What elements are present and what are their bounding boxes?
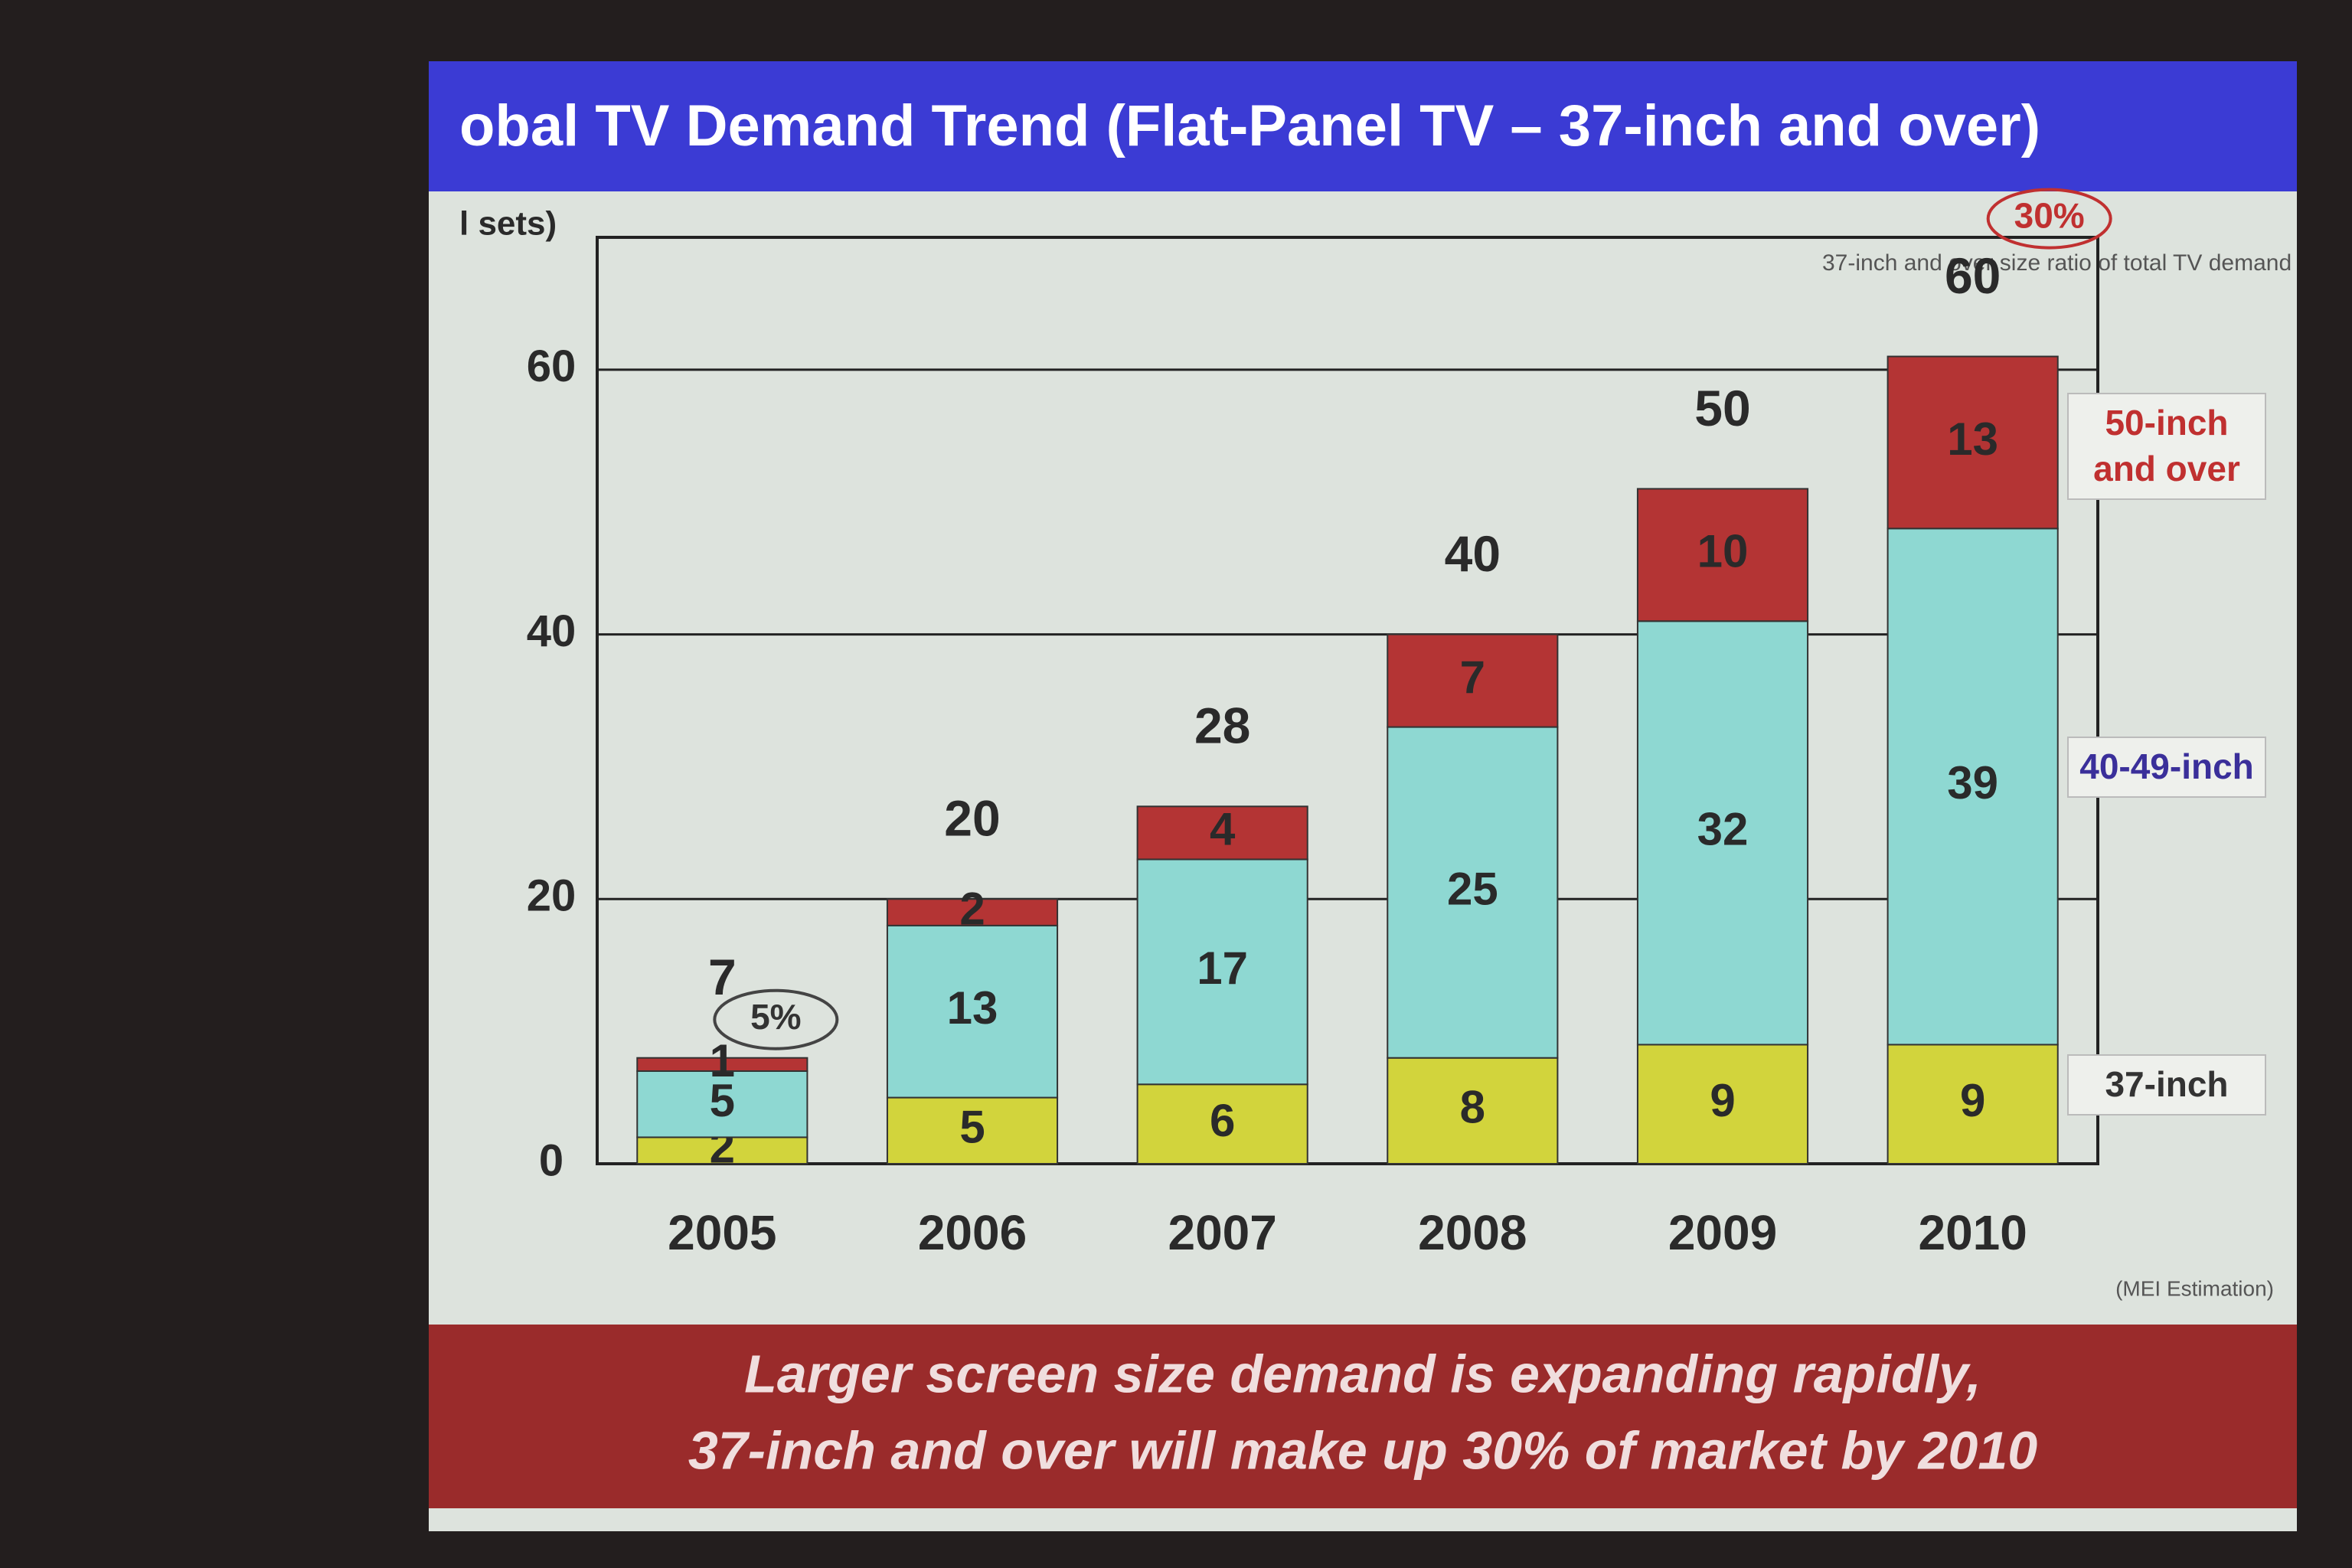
data-label: 39 xyxy=(1947,757,1998,808)
chart-title: obal TV Demand Trend (Flat-Panel TV – 37… xyxy=(459,93,2040,158)
bar-segment xyxy=(636,1057,808,1072)
bar-segment xyxy=(1636,488,1809,622)
data-label: 4 xyxy=(1210,804,1236,855)
x-tick-label: 2010 xyxy=(1918,1205,2027,1260)
annotation: 30% xyxy=(2014,196,2085,236)
y-tick-label: 20 xyxy=(527,871,577,921)
x-tick-label: 2006 xyxy=(918,1205,1027,1260)
bar-segment xyxy=(1387,726,1559,1059)
total-label: 60 xyxy=(1945,247,2001,304)
data-label: 25 xyxy=(1447,863,1498,914)
bar-segment xyxy=(1136,1083,1308,1165)
y-axis-label: l sets) xyxy=(459,205,557,243)
bar-segment xyxy=(886,924,1059,1099)
annotation-circle xyxy=(1986,188,2112,250)
caption: 37-inch and over will make up 30% of mar… xyxy=(688,1420,2037,1480)
data-label: 8 xyxy=(1460,1082,1485,1133)
data-label: 6 xyxy=(1210,1095,1235,1146)
data-label: 9 xyxy=(1960,1075,1985,1126)
bar-segment xyxy=(1636,620,1809,1046)
total-label: 40 xyxy=(1445,525,1501,582)
total-label: 20 xyxy=(944,790,1000,847)
data-label: 1 xyxy=(710,1035,735,1086)
bar-segment xyxy=(1636,1044,1809,1165)
bar-segment xyxy=(886,1096,1059,1165)
y-tick-label: 60 xyxy=(527,341,577,391)
bar-segment xyxy=(1136,858,1308,1086)
title-bar xyxy=(429,61,2297,191)
data-label: 13 xyxy=(947,982,998,1034)
data-label: 17 xyxy=(1197,942,1248,994)
data-label: 13 xyxy=(1947,413,1998,465)
y-tick-label: 0 xyxy=(539,1135,564,1185)
bar-segment xyxy=(886,898,1059,926)
total-label: 7 xyxy=(708,949,737,1005)
annotation: 5% xyxy=(750,997,801,1037)
total-label: 50 xyxy=(1694,380,1750,436)
x-tick-label: 2009 xyxy=(1668,1205,1777,1260)
annotation-circle xyxy=(713,988,839,1050)
bar-segment xyxy=(1136,805,1308,861)
bar-segment xyxy=(1387,633,1559,728)
total-label: 28 xyxy=(1194,697,1250,754)
data-label: 5 xyxy=(959,1102,985,1153)
data-label: 9 xyxy=(1710,1075,1735,1126)
legend-entry: 40-49-inch xyxy=(2067,737,2266,799)
data-label: 2 xyxy=(959,883,985,934)
x-tick-label: 2005 xyxy=(668,1205,776,1260)
bar-segment xyxy=(1886,528,2059,1046)
data-label: 32 xyxy=(1697,804,1749,855)
x-tick-label: 2008 xyxy=(1418,1205,1527,1260)
bar-segment xyxy=(636,1070,808,1138)
legend-entry: 50-inch and over xyxy=(2067,392,2266,500)
caption: Larger screen size demand is expanding r… xyxy=(744,1344,1981,1403)
legend-entry: 37-inch xyxy=(2067,1054,2266,1116)
source: (MEI Estimation) xyxy=(2115,1276,2274,1300)
data-label: 7 xyxy=(1460,652,1485,703)
data-label: 10 xyxy=(1697,526,1749,577)
bar-segment xyxy=(1886,355,2059,530)
note: 37-inch and over size ratio of total TV … xyxy=(1822,250,2292,276)
x-tick-label: 2007 xyxy=(1168,1205,1276,1260)
y-tick-label: 40 xyxy=(527,606,577,656)
caption-band xyxy=(429,1325,2297,1508)
data-label: 5 xyxy=(710,1075,735,1126)
bar-segment xyxy=(1387,1057,1559,1165)
bar-segment xyxy=(1886,1044,2059,1165)
